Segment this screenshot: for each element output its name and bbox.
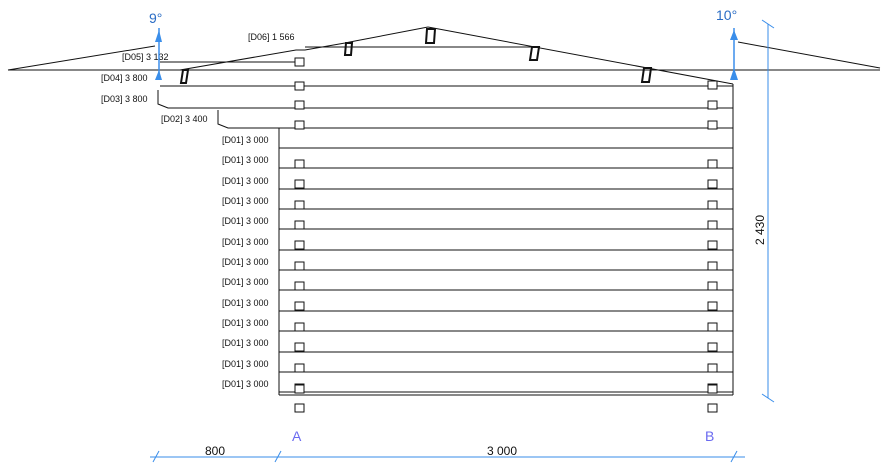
notch-a [294,301,305,311]
angle-left-arrow-top [155,30,162,42]
beam-label-d01-11: [D01] 3 000 [222,338,269,348]
axis-label-b: B [705,428,714,444]
beam-label-d01-7: [D01] 3 000 [222,257,269,267]
corner-notches [294,57,718,413]
notch-b [707,220,718,230]
beam-label-d01-3: [D01] 3 000 [222,176,269,186]
beam-label-d01-12: [D01] 3 000 [222,359,269,369]
notch-a [294,57,305,67]
beam-label-d01-2: [D01] 3 000 [222,155,269,165]
upper-beams [157,84,734,395]
angle-right-arrow-bottom [730,68,738,80]
beam-label-d01-4: [D01] 3 000 [222,196,269,206]
notch-b [707,120,718,130]
notch-a [294,179,305,189]
notch-a [294,159,305,169]
notch-b [707,342,718,352]
beam-label-d05: [D05] 3 132 [122,52,169,62]
dim-tick-a [274,450,282,463]
height-dimension: 2 430 [753,19,775,403]
notch-a [294,281,305,291]
notch-a [294,384,305,394]
notch-a [294,220,305,230]
dim-tick-b [730,450,738,463]
height-tick-top [761,19,775,29]
notch-b [707,384,718,394]
notch-b [707,100,718,110]
height-dimension-label: 2 430 [753,215,767,245]
notch-b [707,159,718,169]
beam-label-d01-6: [D01] 3 000 [222,237,269,247]
notch-b [707,363,718,373]
notch-a [294,200,305,210]
notch-a [294,261,305,271]
angle-left-arrow-bottom [155,70,162,80]
purlin-bracket-1 [179,69,190,84]
notch-b [707,261,718,271]
notch-b [707,179,718,189]
axis-label-a: A [292,428,302,444]
angle-left-label: 9° [149,10,162,26]
roof-slope-right [427,26,734,85]
beam-label-d04: [D04] 3 800 [101,73,148,83]
notch-a [294,81,305,91]
beam-label-d02: [D02] 3 400 [161,114,208,124]
horizontal-dimensions: 800 3 000 [150,444,745,463]
beam-label-d03: [D03] 3 800 [101,94,148,104]
notch-b [707,322,718,332]
dim-tick-left [152,450,160,463]
notch-a [294,240,305,250]
beam-label-d01-9: [D01] 3 000 [222,298,269,308]
beam-label-d01-8: [D01] 3 000 [222,277,269,287]
beam-labels: [D06] 1 566 [D05] 3 132 [D04] 3 800 [D03… [101,32,295,389]
notch-a [294,403,305,413]
notch-b [707,80,718,90]
beam-d02-outline [217,110,733,129]
notch-b [707,301,718,311]
beam-label-d06: [D06] 1 566 [248,32,295,42]
notch-a [294,322,305,332]
beam-label-d01-13: [D01] 3 000 [222,379,269,389]
height-tick-bottom [761,393,775,403]
angle-right-arrow-top [730,30,738,40]
purlin-bracket-4 [528,46,541,61]
span-dimension-label: 3 000 [487,444,517,458]
log-courses [278,128,733,396]
purlin-brackets [179,28,653,84]
beam-d03-outline [157,90,733,109]
notch-b [707,240,718,250]
roof-eave-left [7,45,156,71]
notch-a [294,120,305,130]
beam-label-d01-1: [D01] 3 000 [222,135,269,145]
notch-a [294,342,305,352]
beam-label-d01-10: [D01] 3 000 [222,318,269,328]
purlin-bracket-5 [640,67,653,83]
purlin-bracket-3 [424,28,437,44]
angle-right-label: 10° [716,7,737,23]
purlin-bracket-2 [343,42,354,56]
notch-a [294,363,305,373]
notch-b [707,200,718,210]
notch-b [707,281,718,291]
angle-markers: 9° 10° [149,7,738,80]
beam-label-d01-5: [D01] 3 000 [222,216,269,226]
roof-eave-right [737,41,881,69]
notch-a [294,100,305,110]
overhang-dimension-label: 800 [205,444,225,458]
notch-b [707,403,718,413]
